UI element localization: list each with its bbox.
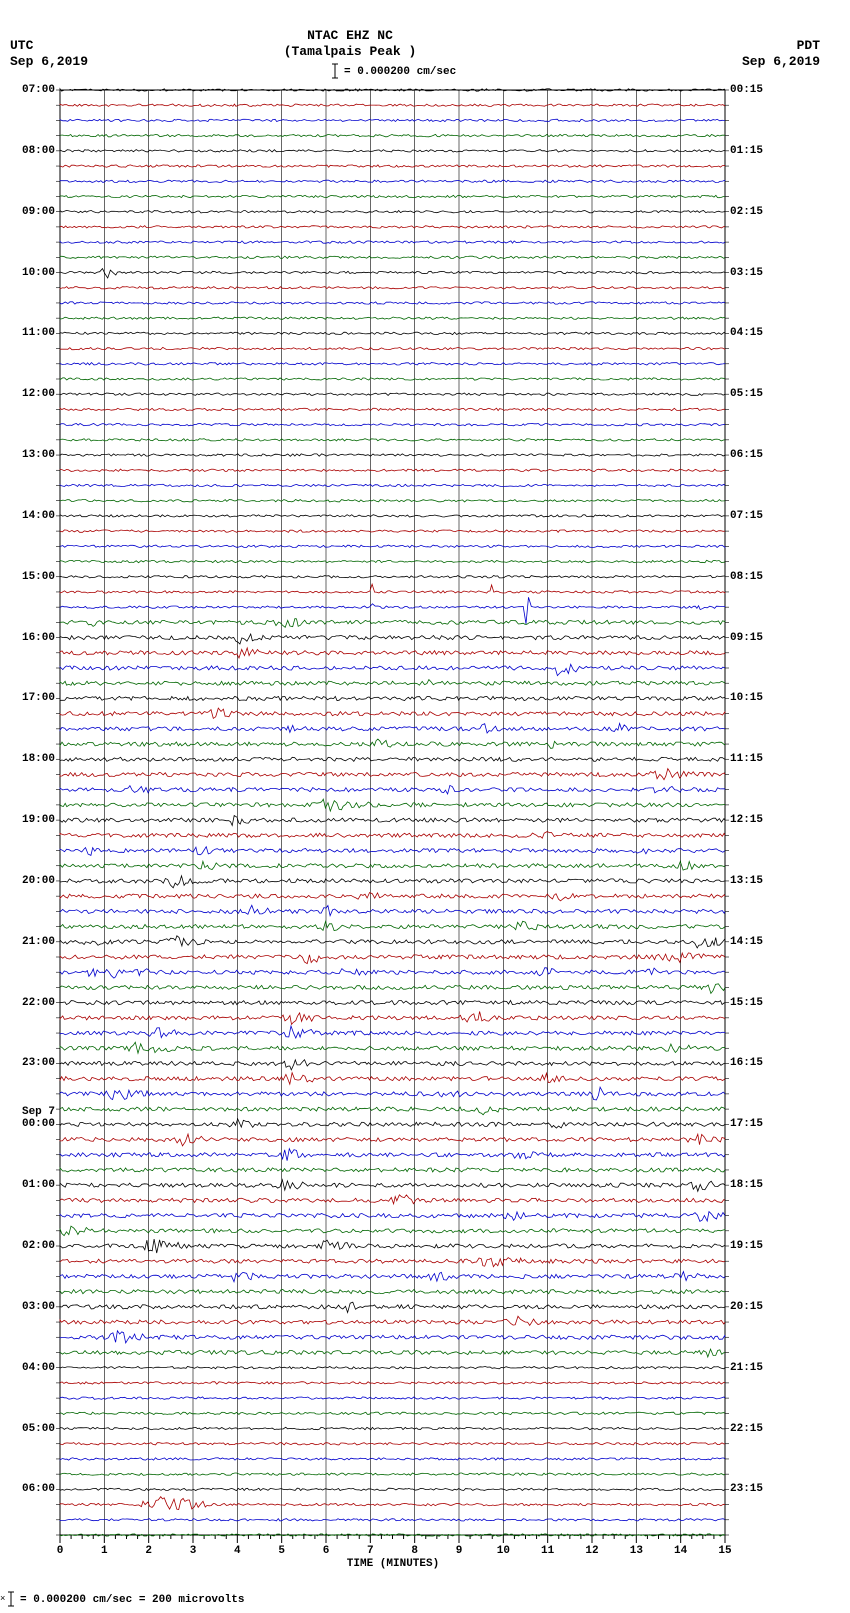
utc-hour-label: 03:00 [22,1301,55,1313]
pdt-hour-label: 20:15 [730,1301,763,1313]
utc-hour-label: 00:00 [22,1118,55,1130]
pdt-hour-label: 11:15 [730,753,763,765]
pdt-hour-label: 03:15 [730,267,763,279]
xaxis-tick-label: 9 [456,1545,463,1557]
seismogram-plot [0,0,850,1613]
xaxis-tick-label: 10 [497,1545,510,1557]
pdt-hour-label: 21:15 [730,1362,763,1374]
xaxis-tick-label: 8 [411,1545,418,1557]
pdt-hour-label: 06:15 [730,449,763,461]
xaxis-tick-label: 7 [367,1545,374,1557]
xaxis-tick-label: 5 [278,1545,285,1557]
footer-scale-text: = 0.000200 cm/sec = 200 microvolts [20,1594,244,1606]
pdt-hour-label: 04:15 [730,327,763,339]
utc-hour-label: 15:00 [22,571,55,583]
utc-hour-label: 11:00 [22,327,55,339]
footer-scale-prefix: × [0,1594,5,1604]
pdt-hour-label: 13:15 [730,875,763,887]
pdt-hour-label: 09:15 [730,632,763,644]
utc-hour-label: 07:00 [22,84,55,96]
pdt-hour-label: 07:15 [730,510,763,522]
utc-hour-label: 10:00 [22,267,55,279]
utc-date-prefix: Sep 7 [22,1106,55,1118]
utc-hour-label: 19:00 [22,814,55,826]
pdt-hour-label: 18:15 [730,1179,763,1191]
utc-hour-label: 06:00 [22,1483,55,1495]
utc-hour-label: 08:00 [22,145,55,157]
pdt-hour-label: 10:15 [730,692,763,704]
xaxis-tick-label: 4 [234,1545,241,1557]
pdt-hour-label: 16:15 [730,1057,763,1069]
pdt-hour-label: 14:15 [730,936,763,948]
xaxis-tick-label: 12 [585,1545,598,1557]
pdt-hour-label: 02:15 [730,206,763,218]
xaxis-tick-label: 11 [541,1545,554,1557]
pdt-hour-label: 12:15 [730,814,763,826]
xaxis-tick-label: 13 [630,1545,643,1557]
utc-hour-label: 17:00 [22,692,55,704]
pdt-hour-label: 08:15 [730,571,763,583]
utc-hour-label: 12:00 [22,388,55,400]
xaxis-tick-label: 15 [718,1545,731,1557]
utc-hour-label: 21:00 [22,936,55,948]
xaxis-tick-label: 2 [145,1545,152,1557]
utc-hour-label: 18:00 [22,753,55,765]
pdt-hour-label: 01:15 [730,145,763,157]
utc-hour-label: 20:00 [22,875,55,887]
pdt-hour-label: 23:15 [730,1483,763,1495]
xaxis-tick-label: 1 [101,1545,108,1557]
xaxis-tick-label: 0 [57,1545,64,1557]
utc-hour-label: 13:00 [22,449,55,461]
utc-hour-label: 09:00 [22,206,55,218]
xaxis-tick-label: 14 [674,1545,687,1557]
utc-hour-label: 02:00 [22,1240,55,1252]
utc-hour-label: 23:00 [22,1057,55,1069]
xaxis-title: TIME (MINUTES) [347,1558,439,1570]
pdt-hour-label: 19:15 [730,1240,763,1252]
utc-hour-label: 16:00 [22,632,55,644]
utc-hour-label: 05:00 [22,1423,55,1435]
utc-hour-label: 14:00 [22,510,55,522]
pdt-hour-label: 00:15 [730,84,763,96]
pdt-hour-label: 17:15 [730,1118,763,1130]
pdt-hour-label: 15:15 [730,997,763,1009]
xaxis-tick-label: 6 [323,1545,330,1557]
xaxis-tick-label: 3 [190,1545,197,1557]
utc-hour-label: 04:00 [22,1362,55,1374]
utc-hour-label: 01:00 [22,1179,55,1191]
utc-hour-label: 22:00 [22,997,55,1009]
pdt-hour-label: 22:15 [730,1423,763,1435]
pdt-hour-label: 05:15 [730,388,763,400]
